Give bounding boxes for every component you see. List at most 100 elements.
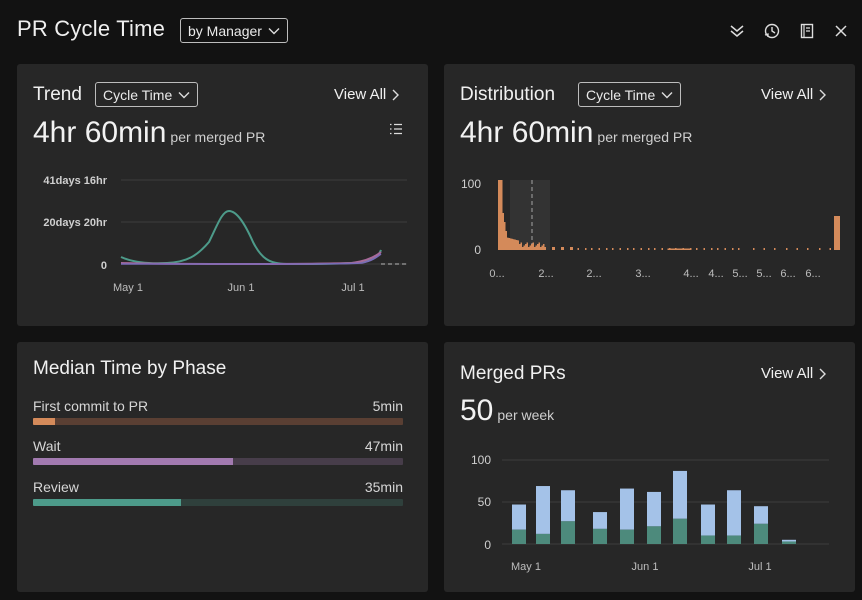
merged-y-tick: 0 (484, 538, 491, 552)
distribution-bar (672, 248, 674, 250)
distribution-bar (562, 247, 564, 250)
trend-y-tick: 0 (101, 260, 107, 272)
distribution-bar (834, 216, 836, 250)
chevron-down-icon (268, 27, 280, 34)
trend-card: Trend Cycle Time View All 4hr 60min per m… (17, 64, 428, 326)
merged-value: 50 per week (460, 394, 554, 428)
trend-series-purple (121, 253, 382, 265)
phase-value: 47min (364, 438, 403, 454)
merged-bar-upper (701, 504, 715, 536)
merged-bar-upper (782, 539, 796, 542)
merged-bar-upper (536, 486, 550, 534)
distribution-bar (543, 244, 545, 250)
distribution-bar (738, 248, 740, 250)
distribution-bar (724, 248, 726, 250)
trend-x-tick: May 1 (113, 282, 143, 294)
distribution-bar (711, 248, 713, 250)
distribution-x-tick: 5... (732, 268, 747, 280)
distribution-bar (498, 180, 500, 250)
distribution-x-tick: 2... (538, 268, 553, 280)
merged-bar-lower (512, 529, 526, 544)
distribution-bar (627, 248, 629, 250)
merged-bar-lower (673, 518, 687, 544)
trend-y-tick: 20days 20hr (43, 217, 107, 229)
distribution-bar (514, 239, 516, 250)
group-by-dropdown[interactable]: by Manager (180, 18, 288, 43)
distribution-bar (612, 248, 614, 250)
trend-value-unit: per merged PR (170, 129, 266, 145)
close-icon[interactable] (830, 20, 852, 42)
distribution-bar (640, 248, 642, 250)
trend-view-all-link[interactable]: View All (334, 86, 400, 103)
trend-title: Trend (33, 84, 82, 105)
merged-x-tick: Jun 1 (632, 561, 659, 573)
merged-bar-lower (782, 541, 796, 544)
merged-bar-lower (620, 529, 634, 544)
distribution-view-all-label: View All (761, 86, 814, 103)
distribution-bar (619, 248, 621, 250)
phase-label: First commit to PR (33, 398, 149, 414)
distribution-bar (670, 248, 672, 250)
distribution-bar (544, 247, 546, 250)
merged-bar-upper (727, 490, 741, 536)
distribution-view-all-link[interactable]: View All (761, 86, 827, 103)
chevron-right-icon (819, 89, 827, 100)
distribution-bar (502, 213, 504, 250)
distribution-x-tick: 2... (586, 268, 601, 280)
distribution-x-tick: 6... (805, 268, 820, 280)
distribution-bars (498, 180, 840, 250)
group-by-value: by Manager (188, 22, 262, 39)
phase-bar-fill (33, 458, 233, 465)
distribution-metric-dropdown[interactable]: Cycle Time (578, 82, 682, 107)
page-title: PR Cycle Time (17, 16, 166, 41)
distribution-bar (690, 248, 692, 250)
distribution-bar (675, 248, 677, 250)
distribution-x-tick: 4... (683, 268, 698, 280)
trend-metric-dropdown[interactable]: Cycle Time (95, 82, 199, 107)
distribution-bar (552, 247, 554, 250)
list-icon[interactable] (389, 122, 403, 140)
merged-bar-upper (512, 504, 526, 530)
distribution-bar (541, 245, 543, 250)
merged-bar-lower (754, 523, 768, 544)
distribution-bar (516, 240, 518, 250)
distribution-bar (513, 239, 515, 250)
distribution-bar (606, 248, 608, 250)
merged-card: Merged PRs View All 50 per week 100 50 0 … (444, 342, 855, 592)
refresh-icon[interactable] (761, 20, 783, 42)
merged-view-all-link[interactable]: View All (761, 365, 827, 382)
merged-bar-lower (701, 535, 715, 544)
distribution-bar (507, 237, 509, 250)
phase-bar-track (33, 418, 403, 425)
distribution-bar (528, 247, 530, 250)
distribution-x-tick: 5... (756, 268, 771, 280)
distribution-bar (499, 180, 501, 250)
distribution-bar (577, 248, 579, 250)
collapse-icon[interactable] (726, 20, 748, 42)
distribution-bar (696, 248, 698, 250)
phase-row-header: Review 35min (33, 479, 403, 495)
distribution-bar (517, 240, 519, 250)
distribution-bar (522, 247, 524, 250)
notebook-icon[interactable] (796, 20, 818, 42)
merged-bar-upper (561, 490, 575, 522)
distribution-value-number: 4hr 60min (460, 116, 594, 149)
distribution-bar (838, 216, 840, 250)
distribution-bar (703, 248, 705, 250)
distribution-bar (505, 231, 507, 250)
distribution-bar (835, 216, 837, 250)
distribution-bar (529, 245, 531, 250)
distribution-bar (532, 242, 534, 250)
distribution-bar (553, 247, 555, 250)
distribution-bar (837, 216, 839, 250)
distribution-bar (540, 247, 542, 250)
distribution-bar (682, 248, 684, 250)
distribution-bar (796, 248, 798, 250)
distribution-bar (570, 247, 572, 250)
distribution-bar (829, 248, 831, 250)
merged-x-tick: Jul 1 (748, 561, 771, 573)
distribution-bar (654, 248, 656, 250)
merged-bars (512, 470, 796, 544)
distribution-bar (807, 248, 809, 250)
distribution-bar (732, 248, 734, 250)
